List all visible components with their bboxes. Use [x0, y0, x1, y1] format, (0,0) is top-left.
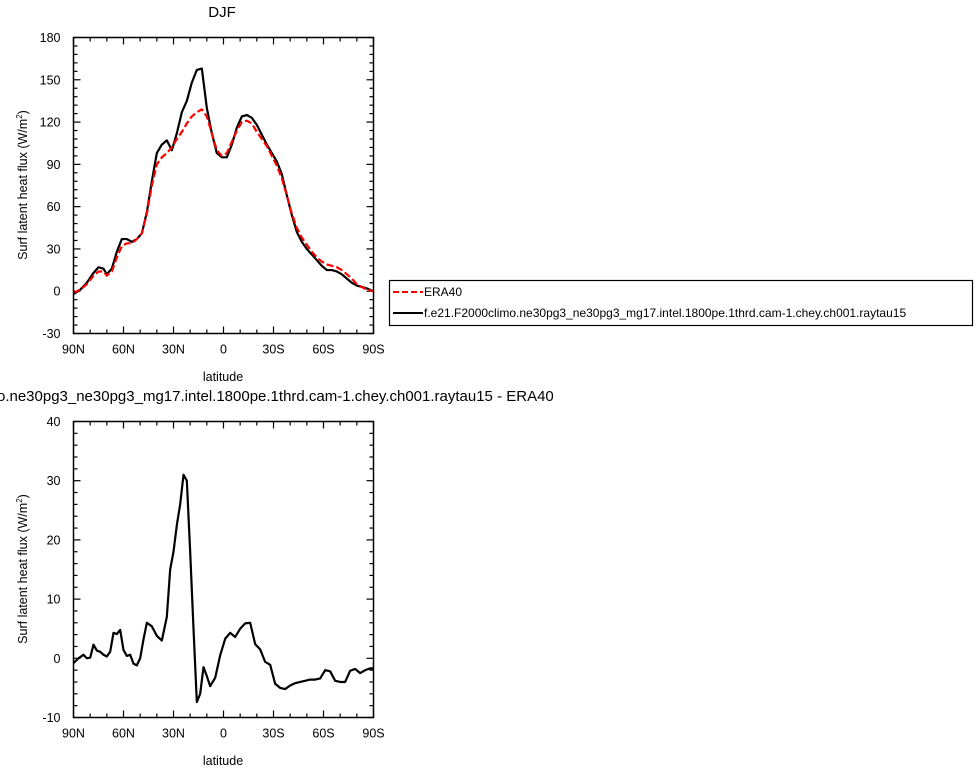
bottom-plot-frame — [72, 420, 375, 719]
bottom-y-tick-label: 40 — [47, 415, 61, 429]
legend-label-model: f.e21.F2000climo.ne30pg3_ne30pg3_mg17.in… — [424, 306, 906, 320]
bottom-y-tick-label: 0 — [54, 652, 61, 666]
top-y-tick-label: 30 — [47, 242, 61, 256]
bottom-y-tick-label: 20 — [47, 533, 61, 547]
bottom-y-tick-label: 10 — [47, 593, 61, 607]
bottom-x-tick-label: 60N — [112, 727, 135, 741]
top-x-tick-label: 60S — [312, 343, 334, 357]
top-y-tick-label: 0 — [54, 285, 61, 299]
bottom-axes-ticks: 90N 60N 30N 0 30S 60S 90S -10 0 10 20 30 40 — [42, 415, 384, 741]
top-plot-frame — [72, 36, 375, 335]
top-x-tick-label: 30S — [262, 343, 284, 357]
top-y-tick-label: 120 — [40, 116, 61, 130]
bottom-series-lines — [72, 473, 374, 704]
bottom-y-tick-label: -10 — [42, 711, 60, 725]
bottom-x-tick-label: 60S — [312, 727, 334, 741]
bottom-x-tick-label: 90N — [62, 727, 85, 741]
top-y-axis-title: Surf latent heat flux (W/m2) — [15, 110, 30, 260]
djf-climatology-panel: DJF 90N 60N 30N 0 30S 60S 90S -30 0 30 60 90 120 150 1… — [15, 4, 385, 384]
top-y-tick-label: 150 — [40, 73, 61, 87]
top-x-tick-label: 30N — [162, 343, 185, 357]
top-y-tick-label: -30 — [42, 327, 60, 341]
legend: ERA40 f.e21.F2000climo.ne30pg3_ne30pg3_m… — [388, 279, 974, 327]
bottom-series-line-0 — [72, 473, 374, 704]
top-x-axis-title: latitude — [203, 370, 243, 384]
top-series-line-0 — [73, 108, 374, 294]
bottom-y-axis-unit-superscript: 2 — [15, 498, 24, 503]
bottom-y-tick-label: 30 — [47, 474, 61, 488]
top-y-tick-label: 180 — [40, 31, 61, 45]
bottom-x-tick-label: 0 — [220, 727, 227, 741]
bottom-x-tick-label: 90S — [362, 727, 384, 741]
top-y-axis-unit-superscript: 2 — [15, 114, 24, 119]
legend-box — [388, 279, 974, 327]
bottom-y-axis-title: Surf latent heat flux (W/m2) — [15, 494, 30, 644]
bottom-x-tick-label: 30N — [162, 727, 185, 741]
bottom-chart-title: f.e21.F2000climo.ne30pg3_ne30pg3_mg17.in… — [0, 388, 554, 405]
bottom-x-axis-title: latitude — [203, 754, 243, 768]
top-x-tick-label: 90S — [362, 343, 384, 357]
top-x-tick-label: 60N — [112, 343, 135, 357]
top-series-line-1 — [72, 67, 374, 295]
bottom-x-tick-label: 30S — [262, 727, 284, 741]
top-y-tick-label: 90 — [47, 158, 61, 172]
top-series-lines — [72, 67, 374, 295]
top-x-tick-label: 90N — [62, 343, 85, 357]
top-axes-ticks: 90N 60N 30N 0 30S 60S 90S -30 0 30 60 90 120 150 180 — [40, 31, 385, 357]
legend-label-era40: ERA40 — [424, 285, 462, 299]
top-chart-title: DJF — [208, 4, 236, 21]
difference-panel: f.e21.F2000climo.ne30pg3_ne30pg3_mg17.in… — [0, 388, 554, 768]
top-y-tick-label: 60 — [47, 200, 61, 214]
top-x-tick-label: 0 — [220, 343, 227, 357]
